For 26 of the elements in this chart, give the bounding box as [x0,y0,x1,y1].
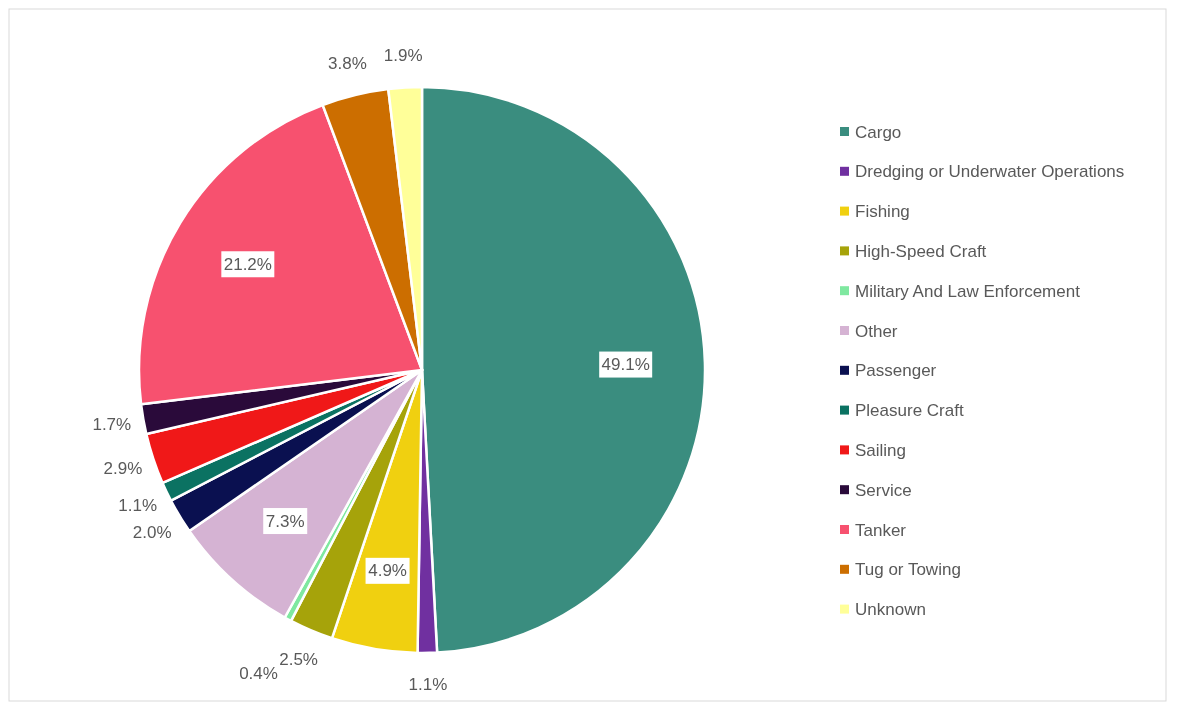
data-label: 4.9% [368,561,407,581]
legend-label: High-Speed Craft [855,241,987,261]
legend-label: Passenger [855,361,937,381]
legend-label: Sailing [855,440,907,460]
legend-label: Tanker [855,520,907,540]
data-label: 49.1% [601,355,650,375]
data-label: 1.1% [118,496,158,516]
legend-label: Unknown [855,600,926,620]
legend-label: Service [855,480,912,500]
legend-label: Tug or Towing [855,560,961,580]
data-label: 3.8% [328,54,367,74]
data-label: 1.7% [92,415,132,435]
legend-label: Other [855,321,898,341]
legend-label: Cargo [855,122,902,142]
data-label: 2.9% [103,459,143,479]
data-label: 2.5% [279,650,318,670]
data-label: 1.9% [383,46,423,66]
legend-label: Pleasure Craft [855,401,964,421]
data-label: 0.4% [239,664,278,684]
data-label: 21.2% [223,254,272,274]
legend-label: Dredging or Underwater Operations [855,162,1125,182]
legend-label: Fishing [855,202,910,222]
data-label: 2.0% [132,523,172,543]
legend-label: Military And Law Enforcement [855,281,1081,301]
data-label: 1.1% [408,675,448,695]
data-label: 7.3% [265,511,305,531]
